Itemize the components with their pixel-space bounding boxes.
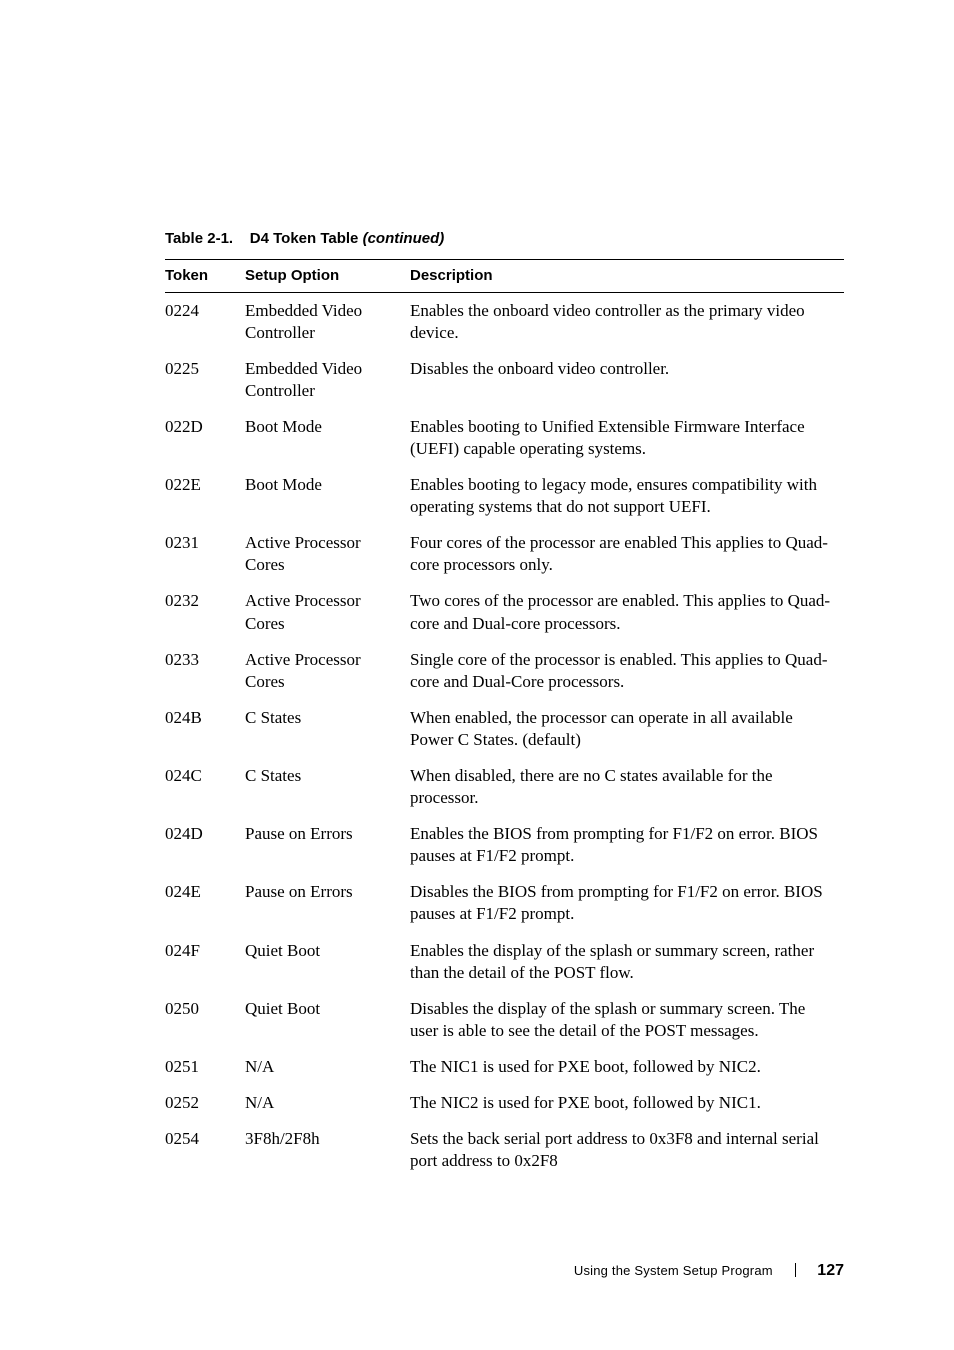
cell-setup: Boot Mode bbox=[245, 409, 410, 467]
token-table: Token Setup Option Description 0224Embed… bbox=[165, 259, 844, 1179]
table-row: 0225Embedded Video ControllerDisables th… bbox=[165, 351, 844, 409]
table-row: 024DPause on ErrorsEnables the BIOS from… bbox=[165, 816, 844, 874]
header-desc: Description bbox=[410, 260, 844, 293]
cell-desc: When disabled, there are no C states ava… bbox=[410, 758, 844, 816]
cell-token: 022D bbox=[165, 409, 245, 467]
cell-desc: Sets the back serial port address to 0x3… bbox=[410, 1121, 844, 1179]
cell-token: 0254 bbox=[165, 1121, 245, 1179]
cell-setup: Embedded Video Controller bbox=[245, 351, 410, 409]
cell-desc: Enables booting to Unified Extensible Fi… bbox=[410, 409, 844, 467]
page: Table 2-1. D4 Token Table (continued) To… bbox=[0, 0, 954, 1350]
header-token: Token bbox=[165, 260, 245, 293]
cell-token: 0250 bbox=[165, 991, 245, 1049]
cell-desc: Enables the BIOS from prompting for F1/F… bbox=[410, 816, 844, 874]
cell-token: 0231 bbox=[165, 525, 245, 583]
table-body: 0224Embedded Video ControllerEnables the… bbox=[165, 292, 844, 1179]
cell-setup: 3F8h/2F8h bbox=[245, 1121, 410, 1179]
table-row: 024CC StatesWhen disabled, there are no … bbox=[165, 758, 844, 816]
table-header-row: Token Setup Option Description bbox=[165, 260, 844, 293]
footer-page-number: 127 bbox=[817, 1262, 844, 1279]
cell-desc: Enables booting to legacy mode, ensures … bbox=[410, 467, 844, 525]
cell-token: 024D bbox=[165, 816, 245, 874]
cell-token: 0232 bbox=[165, 583, 245, 641]
caption-title: D4 Token Table bbox=[250, 230, 359, 247]
cell-token: 022E bbox=[165, 467, 245, 525]
page-footer: Using the System Setup Program 127 bbox=[574, 1262, 844, 1280]
cell-setup: C States bbox=[245, 758, 410, 816]
cell-token: 0233 bbox=[165, 642, 245, 700]
table-row: 024BC StatesWhen enabled, the processor … bbox=[165, 700, 844, 758]
table-row: 024FQuiet BootEnables the display of the… bbox=[165, 933, 844, 991]
cell-desc: When enabled, the processor can operate … bbox=[410, 700, 844, 758]
cell-token: 024F bbox=[165, 933, 245, 991]
cell-setup: C States bbox=[245, 700, 410, 758]
cell-desc: Enables the onboard video controller as … bbox=[410, 292, 844, 351]
cell-setup: Quiet Boot bbox=[245, 933, 410, 991]
table-row: 022EBoot ModeEnables booting to legacy m… bbox=[165, 467, 844, 525]
cell-token: 024C bbox=[165, 758, 245, 816]
table-row: 0231Active Processor CoresFour cores of … bbox=[165, 525, 844, 583]
cell-setup: Quiet Boot bbox=[245, 991, 410, 1049]
cell-setup: Boot Mode bbox=[245, 467, 410, 525]
table-row: 0233Active Processor CoresSingle core of… bbox=[165, 642, 844, 700]
cell-setup: Pause on Errors bbox=[245, 874, 410, 932]
caption-continued: (continued) bbox=[363, 230, 445, 247]
table-row: 0250Quiet BootDisables the display of th… bbox=[165, 991, 844, 1049]
footer-section: Using the System Setup Program bbox=[574, 1263, 773, 1278]
cell-setup: N/A bbox=[245, 1049, 410, 1085]
table-row: 0232Active Processor CoresTwo cores of t… bbox=[165, 583, 844, 641]
footer-separator bbox=[795, 1263, 796, 1277]
cell-setup: Active Processor Cores bbox=[245, 525, 410, 583]
cell-desc: Single core of the processor is enabled.… bbox=[410, 642, 844, 700]
cell-desc: Disables the BIOS from prompting for F1/… bbox=[410, 874, 844, 932]
cell-token: 0251 bbox=[165, 1049, 245, 1085]
cell-setup: Embedded Video Controller bbox=[245, 292, 410, 351]
cell-setup: Active Processor Cores bbox=[245, 583, 410, 641]
table-row: 024EPause on ErrorsDisables the BIOS fro… bbox=[165, 874, 844, 932]
table-caption: Table 2-1. D4 Token Table (continued) bbox=[165, 230, 844, 247]
cell-desc: The NIC1 is used for PXE boot, followed … bbox=[410, 1049, 844, 1085]
table-row: 0224Embedded Video ControllerEnables the… bbox=[165, 292, 844, 351]
cell-setup: Active Processor Cores bbox=[245, 642, 410, 700]
cell-desc: Two cores of the processor are enabled. … bbox=[410, 583, 844, 641]
cell-desc: Disables the onboard video controller. bbox=[410, 351, 844, 409]
table-row: 0251N/AThe NIC1 is used for PXE boot, fo… bbox=[165, 1049, 844, 1085]
caption-prefix: Table 2-1. bbox=[165, 230, 233, 247]
header-setup: Setup Option bbox=[245, 260, 410, 293]
cell-token: 024B bbox=[165, 700, 245, 758]
table-row: 02543F8h/2F8hSets the back serial port a… bbox=[165, 1121, 844, 1179]
cell-desc: Enables the display of the splash or sum… bbox=[410, 933, 844, 991]
cell-token: 0225 bbox=[165, 351, 245, 409]
table-row: 022DBoot ModeEnables booting to Unified … bbox=[165, 409, 844, 467]
cell-setup: Pause on Errors bbox=[245, 816, 410, 874]
cell-token: 0224 bbox=[165, 292, 245, 351]
cell-desc: The NIC2 is used for PXE boot, followed … bbox=[410, 1085, 844, 1121]
table-row: 0252N/AThe NIC2 is used for PXE boot, fo… bbox=[165, 1085, 844, 1121]
cell-desc: Four cores of the processor are enabled … bbox=[410, 525, 844, 583]
cell-desc: Disables the display of the splash or su… bbox=[410, 991, 844, 1049]
cell-token: 024E bbox=[165, 874, 245, 932]
cell-token: 0252 bbox=[165, 1085, 245, 1121]
cell-setup: N/A bbox=[245, 1085, 410, 1121]
